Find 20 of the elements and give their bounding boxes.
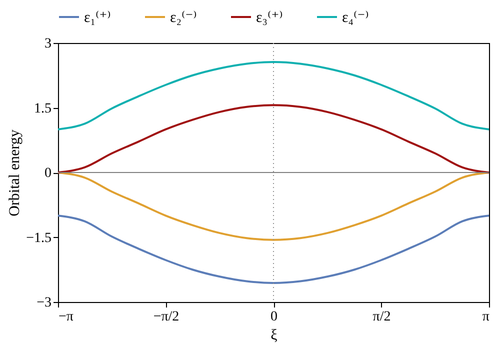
legend-label: ε₃⁽⁺⁾ (256, 10, 283, 26)
x-tick-label: −π/2 (153, 310, 180, 324)
x-tick-label: π/2 (372, 310, 391, 324)
line-series (57, 104, 490, 174)
y-tick-label: 1.5 (34, 101, 52, 116)
y-axis-title: Orbital energy (7, 129, 24, 216)
x-tick-label: 0 (270, 310, 278, 324)
line-series (57, 214, 490, 284)
line-series (57, 172, 490, 241)
line-series (57, 60, 490, 130)
legend-label: ε₄⁽⁻⁾ (342, 10, 369, 26)
x-tick-label: −π (58, 310, 74, 324)
y-tick-label: −3 (36, 296, 52, 310)
x-axis-title: ξ (270, 328, 278, 344)
y-tick-label: −1.5 (26, 230, 52, 246)
y-tick-label: 0 (44, 166, 52, 181)
x-tick-label: π (482, 310, 490, 324)
y-tick-label: 3 (44, 36, 52, 52)
legend-label: ε₂⁽⁻⁾ (170, 10, 197, 26)
legend-label: ε₁⁽⁺⁾ (84, 10, 111, 26)
